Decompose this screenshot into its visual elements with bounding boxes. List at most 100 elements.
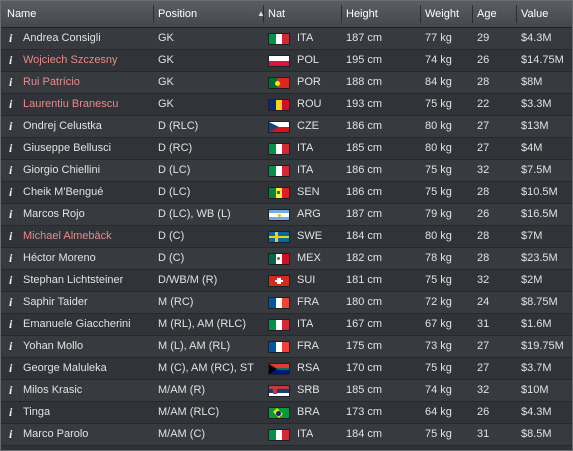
table-row[interactable]: i Milos Krasic M/AM (R) SRB 185 cm 74 kg 32 $10… — [1, 380, 572, 402]
player-value: $3.7M — [521, 362, 552, 374]
player-name[interactable]: Michael Almebäck — [23, 230, 112, 242]
info-icon[interactable]: i — [9, 185, 13, 199]
player-age: 31 — [477, 318, 490, 330]
table-header: Name Position ▲ Nat Height Weight Age Va… — [1, 1, 572, 28]
column-divider[interactable] — [420, 5, 421, 23]
column-divider[interactable] — [263, 5, 264, 23]
player-value: $1.6M — [521, 318, 552, 330]
player-weight: 75 kg — [425, 98, 452, 110]
player-name[interactable]: Emanuele Giaccherini — [23, 318, 131, 330]
table-row[interactable]: i Giuseppe Bellusci D (RC) ITA 185 cm 80 kg 27… — [1, 138, 572, 160]
player-name[interactable]: Yohan Mollo — [23, 340, 84, 352]
player-weight: 67 kg — [425, 318, 452, 330]
info-icon[interactable]: i — [9, 207, 13, 221]
player-value: $19.75M — [521, 340, 564, 352]
info-icon[interactable]: i — [9, 427, 13, 441]
player-name[interactable]: Stephan Lichtsteiner — [23, 274, 124, 286]
player-name[interactable]: Giuseppe Bellusci — [23, 142, 112, 154]
player-name[interactable]: George Maluleka — [23, 362, 107, 374]
player-height: 167 cm — [346, 318, 383, 330]
info-icon[interactable]: i — [9, 339, 13, 353]
flag-icon — [268, 165, 290, 177]
player-nationality: BRA — [297, 406, 320, 418]
table-row[interactable]: i Laurentiu Branescu GK ROU 193 cm 75 kg 22 $3.… — [1, 94, 572, 116]
info-icon[interactable]: i — [9, 229, 13, 243]
column-divider[interactable] — [153, 5, 154, 23]
table-row[interactable]: i Saphir Taider M (RC) FRA 180 cm 72 kg 24 $8.7… — [1, 292, 572, 314]
table-row[interactable]: i Giorgio Chiellini D (LC) ITA 186 cm 75 kg 32… — [1, 160, 572, 182]
player-value: $3.3M — [521, 98, 552, 110]
player-name[interactable]: Tinga — [23, 406, 51, 418]
player-position: M (C), AM (RC), ST — [158, 362, 254, 374]
player-age: 27 — [477, 340, 490, 352]
player-name[interactable]: Milos Krasic — [23, 384, 83, 396]
table-row[interactable]: i Emanuele Giaccherini M (RL), AM (RLC) ITA… — [1, 314, 572, 336]
player-name[interactable]: Marcos Rojo — [23, 208, 85, 220]
player-position: D (RLC) — [158, 120, 199, 132]
table-row[interactable]: i Marco Parolo M/AM (C) ITA 184 cm 75 kg 31 $8.… — [1, 424, 572, 446]
info-icon[interactable]: i — [9, 317, 13, 331]
column-header-height[interactable]: Height — [346, 8, 378, 20]
info-icon[interactable]: i — [9, 141, 13, 155]
player-name[interactable]: Laurentiu Branescu — [23, 98, 119, 110]
info-icon[interactable]: i — [9, 53, 13, 67]
table-row[interactable]: i Stephan Lichtsteiner D/WB/M (R) SUI 181 cm… — [1, 270, 572, 292]
player-name[interactable]: Rui Patrício — [23, 76, 80, 88]
table-row[interactable]: i Marcos Rojo D (LC), WB (L) ARG 187 cm 79 kg… — [1, 204, 572, 226]
player-name[interactable]: Andrea Consigli — [23, 32, 101, 44]
player-name[interactable]: Saphir Taider — [23, 296, 88, 308]
info-icon[interactable]: i — [9, 163, 13, 177]
player-value: $23.5M — [521, 252, 558, 264]
table-row[interactable]: i Andrea Consigli GK ITA 187 cm 77 kg 29 $4.3M — [1, 28, 572, 50]
info-icon[interactable]: i — [9, 361, 13, 375]
info-icon[interactable]: i — [9, 31, 13, 45]
player-name[interactable]: Ondrej Celustka — [23, 120, 102, 132]
table-row[interactable]: i Rui Patrício GK POR 188 cm 84 kg 28 $8M — [1, 72, 572, 94]
player-height: 180 cm — [346, 296, 383, 308]
info-icon[interactable]: i — [9, 295, 13, 309]
info-icon[interactable]: i — [9, 75, 13, 89]
player-position: M (RC) — [158, 296, 194, 308]
player-height: 185 cm — [346, 384, 383, 396]
flag-icon — [268, 121, 290, 133]
table-row[interactable]: i Yohan Mollo M (L), AM (RL) FRA 175 cm 73 kg… — [1, 336, 572, 358]
player-nationality: SUI — [297, 274, 316, 286]
player-name[interactable]: Giorgio Chiellini — [23, 164, 101, 176]
column-header-value[interactable]: Value — [521, 8, 549, 20]
player-height: 175 cm — [346, 340, 383, 352]
info-icon[interactable]: i — [9, 97, 13, 111]
table-row[interactable]: i Ondrej Celustka D (RLC) CZE 186 cm 80 kg 27 $… — [1, 116, 572, 138]
column-header-age[interactable]: Age — [477, 8, 497, 20]
player-name[interactable]: Cheik M'Bengué — [23, 186, 104, 198]
player-age: 27 — [477, 142, 490, 154]
player-name[interactable]: Héctor Moreno — [23, 252, 96, 264]
info-icon[interactable]: i — [9, 383, 13, 397]
player-age: 28 — [477, 76, 490, 88]
flag-icon — [268, 231, 290, 243]
player-name[interactable]: Marco Parolo — [23, 428, 89, 440]
player-age: 22 — [477, 98, 490, 110]
player-value: $4.3M — [521, 406, 552, 418]
table-row[interactable]: i George Maluleka M (C), AM (RC), ST RSA 170… — [1, 358, 572, 380]
table-row[interactable]: i Héctor Moreno D (C) MEX 182 cm 78 kg 28 $23.5… — [1, 248, 572, 270]
table-row[interactable]: i Michael Almebäck D (C) SWE 184 cm 80 kg 28 $7… — [1, 226, 572, 248]
column-divider[interactable] — [516, 5, 517, 23]
table-row[interactable]: i Tinga M/AM (RLC) BRA 173 cm 64 kg 26 $4.3M — [1, 402, 572, 424]
player-position: D (RC) — [158, 142, 193, 154]
column-divider[interactable] — [341, 5, 342, 23]
info-icon[interactable]: i — [9, 251, 13, 265]
column-header-position[interactable]: Position — [158, 8, 198, 20]
table-row[interactable]: i Wojciech Szczesny GK POL 195 cm 74 kg 26 $14.… — [1, 50, 572, 72]
column-header-weight[interactable]: Weight — [425, 8, 460, 20]
column-header-name[interactable]: Name — [7, 8, 37, 20]
info-icon[interactable]: i — [9, 405, 13, 419]
info-icon[interactable]: i — [9, 273, 13, 287]
column-header-nat[interactable]: Nat — [268, 8, 286, 20]
column-divider[interactable] — [472, 5, 473, 23]
flag-icon — [268, 99, 290, 111]
player-name[interactable]: Wojciech Szczesny — [23, 54, 118, 66]
info-icon[interactable]: i — [9, 119, 13, 133]
table-row[interactable]: i Cheik M'Bengué D (LC) SEN 186 cm 75 kg 28 $10… — [1, 182, 572, 204]
player-weight: 79 kg — [425, 208, 452, 220]
